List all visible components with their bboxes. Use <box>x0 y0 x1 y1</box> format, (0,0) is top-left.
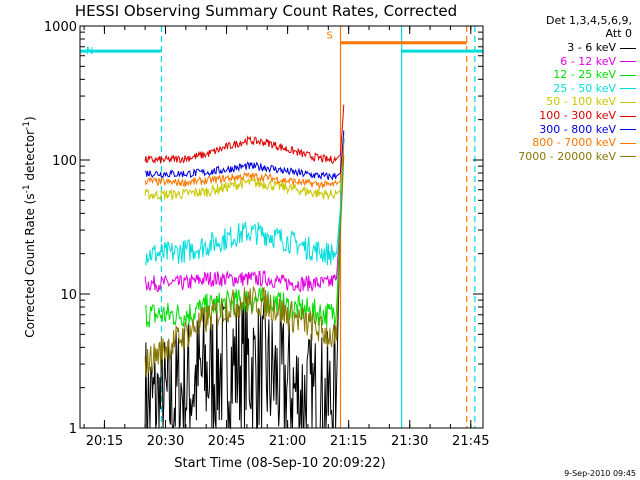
y-tick-label: 10 <box>60 288 77 303</box>
series-line-3 <box>144 132 345 266</box>
legend-item-label: 800 - 7000 keV <box>532 136 616 150</box>
flag-label-s: S <box>327 31 333 42</box>
series-line-4 <box>144 133 345 201</box>
x-tick-label: 21:00 <box>269 434 306 449</box>
plot-frame <box>79 25 484 429</box>
x-axis-label: Start Time (08-Sep-10 20:09:22) <box>174 456 385 471</box>
series-line-5 <box>144 104 345 165</box>
x-tick-label: 21:15 <box>330 434 367 449</box>
legend-item-label: 300 - 800 keV <box>539 122 616 136</box>
legend-swatch <box>620 88 636 90</box>
legend-item: 3 - 6 keV <box>567 41 636 54</box>
legend-item-label: 3 - 6 keV <box>567 41 616 54</box>
legend-swatch <box>620 156 636 158</box>
legend-swatch <box>620 101 636 103</box>
series-line-7 <box>144 145 345 191</box>
legend-item-label: 100 - 300 keV <box>539 109 616 122</box>
x-tick-label: 20:30 <box>147 434 184 449</box>
legend-swatch <box>620 74 636 76</box>
x-tick-label: 20:45 <box>208 434 245 449</box>
legend-swatch <box>620 61 636 63</box>
legend-header-line: Det 1,3,4,5,6,9, <box>545 14 632 27</box>
legend-item-label: 7000 - 20000 keV <box>518 149 616 163</box>
legend-item-label: 6 - 12 keV <box>560 54 616 68</box>
legend-item: 800 - 7000 keV <box>532 136 636 149</box>
legend-item: 7000 - 20000 keV <box>518 150 636 163</box>
legend-swatch <box>620 142 636 144</box>
y-tick-label: 1 <box>69 422 77 437</box>
flag-label-n: N <box>86 46 93 57</box>
series-line-2 <box>144 138 345 328</box>
series-line-6 <box>145 130 345 181</box>
legend-item: 12 - 25 keV <box>553 68 636 81</box>
legend-item-label: 12 - 25 keV <box>553 68 616 82</box>
legend-header-line: Att 0 <box>605 27 632 40</box>
legend-item: 25 - 50 keV <box>553 82 636 95</box>
x-tick-label: 21:30 <box>391 434 428 449</box>
legend-item-label: 25 - 50 keV <box>553 81 616 95</box>
x-tick-label: 21:45 <box>452 434 489 449</box>
series-line-1 <box>144 138 345 293</box>
y-tick-label: 100 <box>52 154 77 169</box>
chart-title: HESSI Observing Summary Count Rates, Cor… <box>75 2 457 20</box>
y-axis-label: Corrected Count Rate (s-1 detector-1) <box>22 116 37 337</box>
legend-swatch <box>620 129 636 131</box>
legend-swatch <box>620 47 636 49</box>
legend-item: 300 - 800 keV <box>539 123 636 136</box>
legend-swatch <box>620 115 636 117</box>
x-tick-label: 20:15 <box>86 434 123 449</box>
legend-item: 50 - 100 keV <box>546 95 636 108</box>
legend-item-label: 50 - 100 keV <box>546 95 616 109</box>
y-tick-label: 1000 <box>44 20 77 35</box>
legend-item: 100 - 300 keV <box>539 109 636 122</box>
footer-timestamp: 9-Sep-2010 09:45 <box>564 469 636 478</box>
legend-item: 6 - 12 keV <box>560 55 636 68</box>
series-line-8 <box>144 155 345 378</box>
